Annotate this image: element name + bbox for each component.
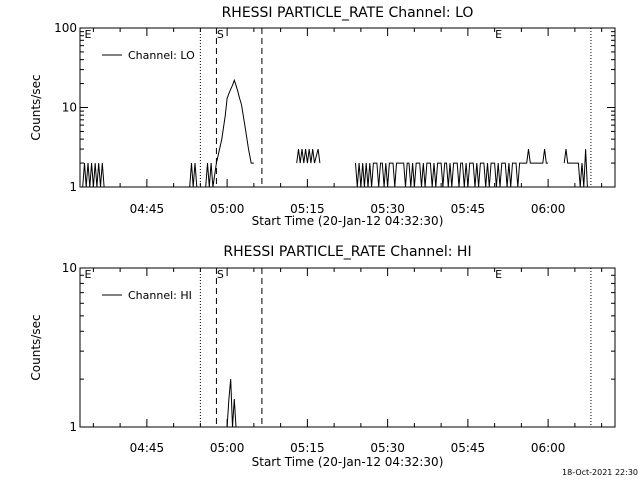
- marker-e-left: E: [85, 28, 92, 41]
- legend-label: Channel: HI: [128, 289, 192, 302]
- chart-title: RHESSI PARTICLE_RATE Channel: HI: [223, 244, 471, 260]
- x-tick-label: 04:45: [130, 202, 165, 216]
- x-tick-label: 05:30: [370, 202, 405, 216]
- x-tick-label: 05:00: [210, 441, 245, 455]
- x-tick-label: 05:00: [210, 202, 245, 216]
- x-tick-label: 04:45: [130, 441, 165, 455]
- series-line: [226, 379, 237, 428]
- marker-s: S: [217, 268, 224, 281]
- legend-label: Channel: LO: [128, 49, 195, 62]
- marker-e-right: E: [495, 268, 502, 281]
- footer-timestamp: 18-Oct-2021 22:30: [562, 468, 638, 477]
- x-tick-label: 05:15: [290, 441, 325, 455]
- x-tick-label: 05:30: [370, 441, 405, 455]
- y-tick-label: 100: [54, 21, 77, 35]
- marker-s: S: [217, 28, 224, 41]
- y-tick-label: 1: [69, 180, 77, 194]
- x-axis-label: Start Time (20-Jan-12 04:32:30): [252, 214, 444, 228]
- series-line: [296, 148, 321, 164]
- chart-channel-lo: RHESSI PARTICLE_RATE Channel: LO Counts/s…: [29, 5, 616, 228]
- marker-e-right: E: [495, 28, 502, 41]
- y-tick-label: 10: [62, 261, 77, 275]
- series-line: [355, 149, 549, 188]
- x-tick-label: 06:00: [531, 202, 566, 216]
- x-tick-label: 06:00: [531, 441, 566, 455]
- chart-title: RHESSI PARTICLE_RATE Channel: LO: [222, 5, 474, 21]
- y-axis-label: Counts/sec: [29, 74, 43, 140]
- plot-frame: [79, 267, 616, 428]
- x-tick-label: 05:45: [451, 441, 486, 455]
- y-tick-label: 10: [62, 101, 77, 115]
- chart-channel-hi: RHESSI PARTICLE_RATE Channel: HI Counts/s…: [29, 244, 616, 469]
- marker-e-left: E: [85, 268, 92, 281]
- y-tick-label: 1: [69, 420, 77, 434]
- series-line: [563, 149, 588, 188]
- series-line: [82, 163, 105, 188]
- x-axis-label: Start Time (20-Jan-12 04:32:30): [252, 455, 444, 469]
- x-tick-label: 05:45: [451, 202, 486, 216]
- x-tick-label: 05:15: [290, 202, 325, 216]
- series-line: [189, 78, 254, 188]
- y-axis-label: Counts/sec: [29, 314, 43, 380]
